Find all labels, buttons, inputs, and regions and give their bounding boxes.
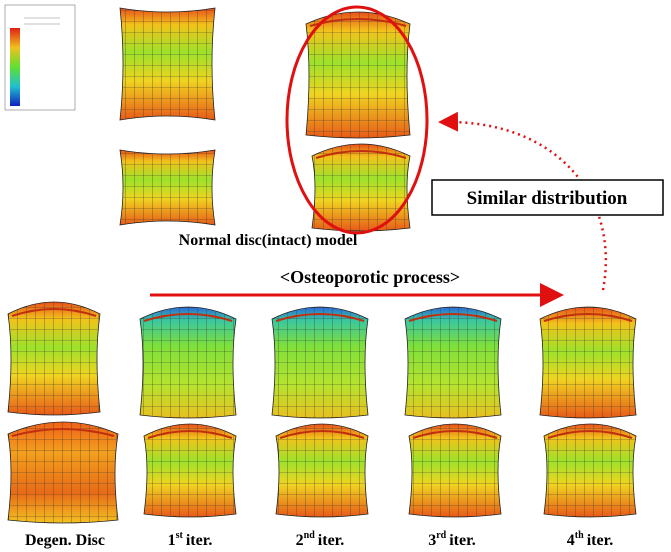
stage-text: iter. [318,532,345,549]
fe-model [144,424,236,517]
normal-caption: Normal disc(intact) model [179,232,358,249]
model-mesh [405,307,501,418]
figure: Similar distribution Normal disc(intact)… [0,0,671,552]
model-mesh [540,307,636,418]
callout: Similar distribution [467,188,628,209]
model-mesh [144,424,236,517]
stage-number: 4 [567,532,575,549]
model-mesh [312,144,410,231]
model-mesh [120,8,215,120]
model-mesh [276,424,368,517]
model-mesh [8,302,100,415]
stage-suffix: th [575,530,584,541]
stage-text: iter. [186,532,213,549]
fe-model [306,12,410,138]
fe-model [540,307,636,418]
stage-text: iter. [449,532,476,549]
fe-model [8,302,100,415]
stage-number: 3 [428,532,436,549]
model-mesh [140,307,236,418]
stage-number: 2 [296,532,304,549]
model-mesh [272,307,368,418]
stage-suffix: rd [436,530,446,541]
model-mesh [544,424,636,517]
fe-model [276,424,368,517]
fe-model [272,307,368,418]
model-mesh [120,150,215,225]
fe-model [120,8,215,120]
model-mesh [409,424,501,517]
process-title: <Osteoporotic process> [280,267,460,287]
fe-model [312,144,410,231]
stage-label: Degen. Disc [25,532,105,549]
model-mesh [8,422,118,523]
fe-model [120,150,215,225]
fe-model [140,307,236,418]
model-mesh [306,12,410,138]
legend [5,5,75,110]
stage-number: 1 [168,532,176,549]
stage-text: iter. [587,532,614,549]
fe-model [405,307,501,418]
models [8,8,636,523]
stage-suffix: st [176,530,184,541]
stage-suffix: nd [304,530,316,541]
fe-model [409,424,501,517]
fe-model [8,422,118,523]
fe-model [544,424,636,517]
